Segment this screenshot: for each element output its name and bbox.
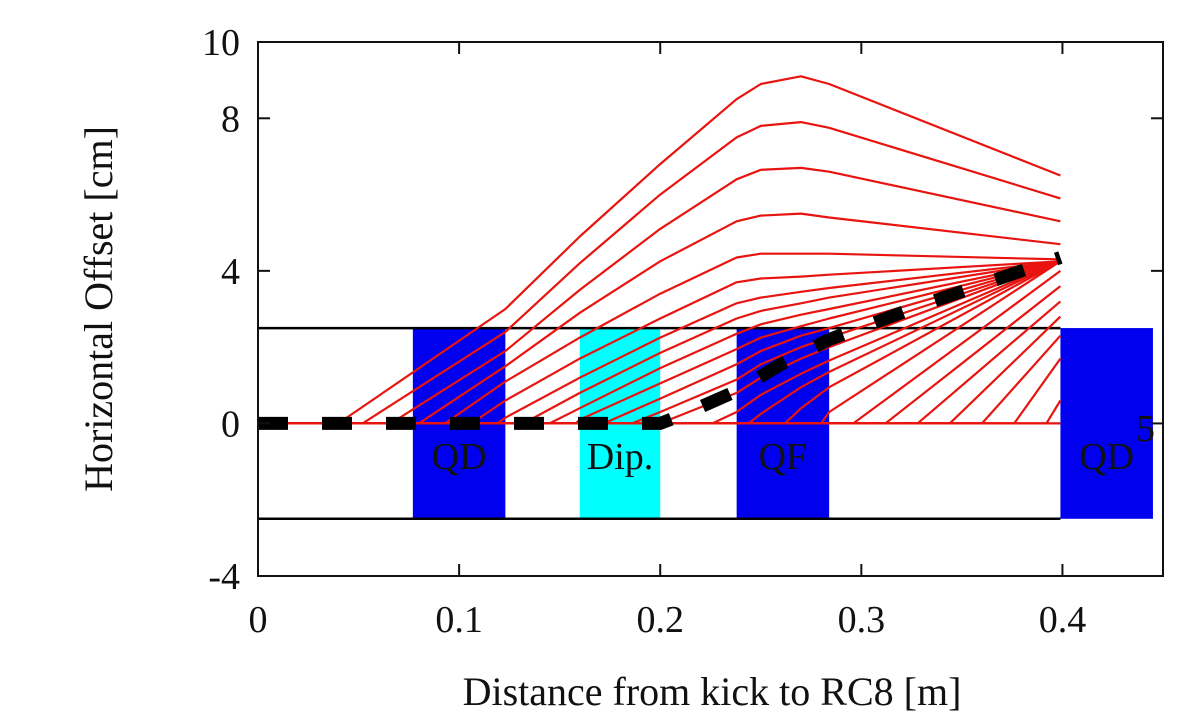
element-label: QF	[759, 436, 808, 478]
y-tick-label: 4	[221, 251, 240, 293]
x-axis-title: Distance from kick to RC8 [m]	[463, 669, 962, 714]
kick-trajectory	[258, 260, 1061, 425]
kick-trajectory	[258, 252, 1061, 425]
x-tick-label: 0.2	[636, 599, 684, 641]
axes	[257, 41, 1164, 577]
element-label: QD	[1079, 436, 1134, 478]
x-tick-label: 0.3	[838, 599, 886, 641]
kick-trajectory	[258, 166, 1061, 425]
kick-trajectory	[258, 260, 1061, 425]
element-labels: QD Dip. QF QD	[432, 436, 1134, 478]
element-block-qd	[1060, 328, 1153, 519]
x-tick-label: 0	[249, 599, 268, 641]
y-tick-label: -4	[208, 556, 240, 598]
x-tick-label: 0.4	[1039, 599, 1087, 641]
kick-trajectory	[258, 260, 1061, 425]
aperture-lines	[258, 326, 1061, 521]
element-label: Dip.	[587, 436, 654, 478]
kick-trajectory	[258, 260, 1061, 425]
kick-trajectory	[258, 212, 1061, 425]
reference-trajectory-group	[258, 251, 1063, 430]
kick-trajectory	[258, 260, 1061, 425]
y-axis-title: Horizontal Offset [cm]	[76, 126, 121, 492]
plot-frame	[257, 41, 1164, 577]
reference-trajectory	[258, 251, 1063, 430]
clipped-tick-label: 5	[1136, 408, 1155, 450]
y-tick-label: 0	[221, 403, 240, 445]
kick-trajectory	[258, 75, 1061, 425]
kick-trajectory	[258, 260, 1061, 425]
x-tick-label: 0.1	[435, 599, 483, 641]
y-tick-label: 10	[202, 22, 240, 64]
kick-trajectory	[258, 121, 1061, 425]
element-label: QD	[432, 436, 487, 478]
y-tick-label: 8	[221, 98, 240, 140]
